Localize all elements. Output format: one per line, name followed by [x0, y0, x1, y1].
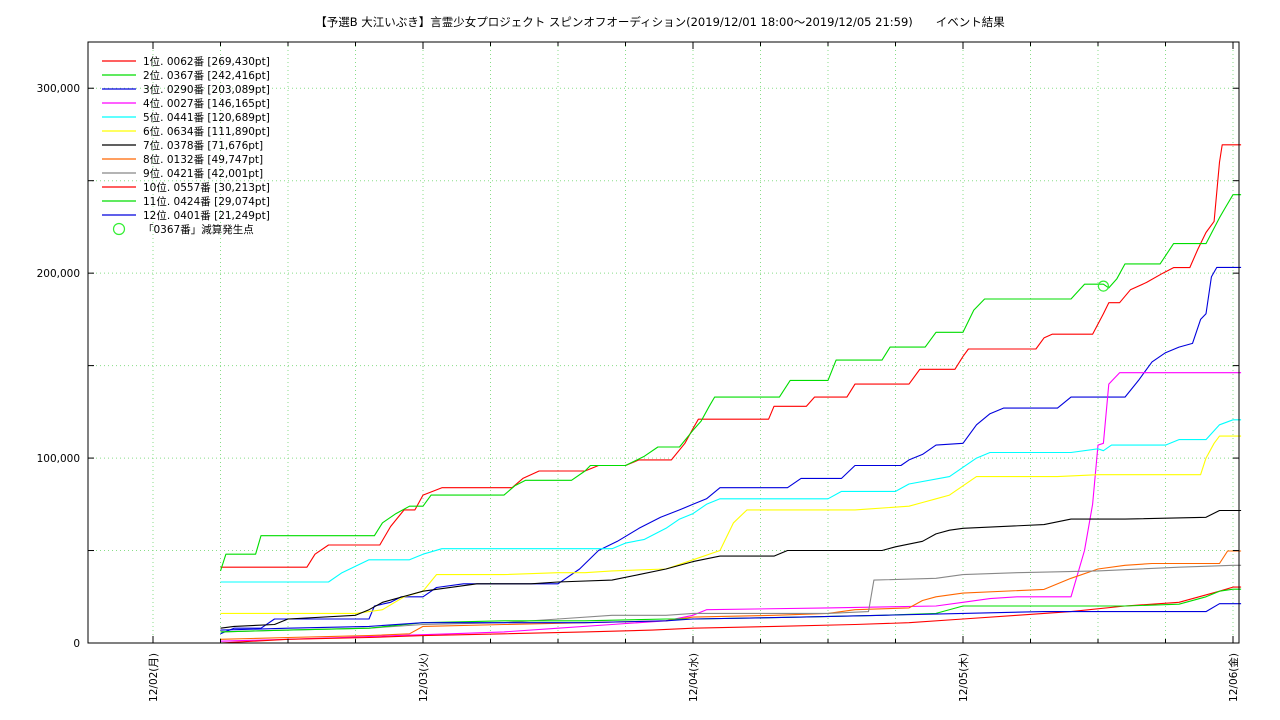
plot-frame: [87, 41, 1240, 644]
x-tick-label: 12/03(火): [418, 653, 430, 702]
y-tick-label: 0: [73, 638, 80, 650]
legend-label: 6位. 0634番 [111,890pt]: [143, 125, 270, 138]
x-tick-label: 12/02(月): [148, 653, 160, 702]
series-line-12: [220, 603, 1242, 631]
series-line-1: [220, 144, 1242, 568]
legend-label: 12位. 0401番 [21,249pt]: [143, 209, 270, 222]
axes: 0 100,000 200,000 300,000 12/02(月) 12/03(火) 12…: [37, 42, 1240, 702]
legend-label: 5位. 0441番 [120,689pt]: [143, 111, 270, 124]
x-tick-label: 12/04(水): [688, 653, 700, 702]
y-tick-label: 300,000: [37, 83, 80, 95]
series-line-9: [220, 564, 1242, 633]
legend-label: 11位. 0424番 [29,074pt]: [143, 195, 270, 208]
x-tick-label: 12/06(金): [1227, 653, 1240, 702]
series-lines: [219, 144, 1242, 644]
series-line-5: [220, 419, 1242, 583]
legend-label: 「0367番」減算発生点: [143, 223, 254, 236]
legend-label: 3位. 0290番 [203,089pt]: [143, 83, 270, 96]
decrement-marker: [1097, 280, 1110, 292]
legend-label: 8位. 0132番 [49,747pt]: [143, 153, 263, 166]
grid: [88, 42, 1239, 643]
series-line-3: [220, 266, 1242, 635]
legend-marker-symbol: [112, 222, 126, 236]
marker-point: [1097, 280, 1110, 292]
legend-label: 1位. 0062番 [269,430pt]: [143, 55, 270, 68]
x-tick-label: 12/05(木): [958, 653, 970, 702]
legend-label: 7位. 0378番 [71,676pt]: [143, 139, 263, 152]
legend-label: 4位. 0027番 [146,165pt]: [143, 97, 270, 110]
series-line-2: [219, 194, 1242, 572]
legend-label: 9位. 0421番 [42,001pt]: [143, 167, 263, 180]
series-line-7: [220, 509, 1242, 629]
legend-label: 2位. 0367番 [242,416pt]: [143, 69, 270, 82]
series-line-6: [220, 435, 1242, 614]
legend-label: 10位. 0557番 [30,213pt]: [143, 181, 270, 194]
series-line-8: [220, 550, 1242, 640]
chart-title: 【予選B 大江いぶき】言霊少女プロジェクト スピンオフオーディション(2019/…: [315, 15, 1005, 29]
series-line-10: [220, 586, 1242, 644]
y-tick-label: 200,000: [37, 268, 80, 280]
y-tick-label: 100,000: [37, 453, 80, 465]
series-line-4: [220, 372, 1242, 642]
legend: 1位. 0062番 [269,430pt]2位. 0367番 [242,416p…: [102, 55, 270, 236]
